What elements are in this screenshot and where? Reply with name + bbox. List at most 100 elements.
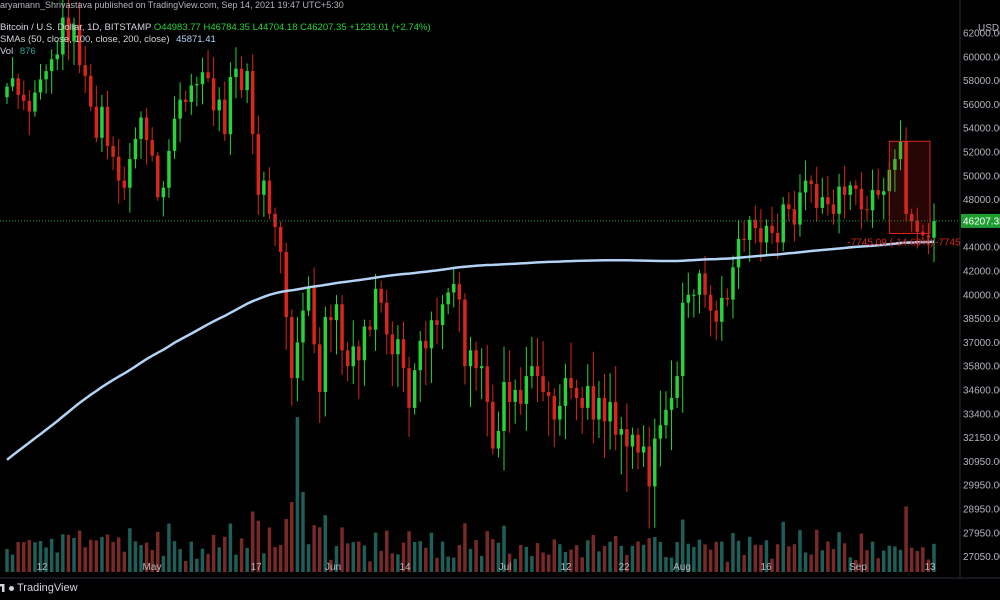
volume-bar	[692, 546, 696, 572]
volume-bar	[870, 541, 875, 572]
volume-bar	[390, 553, 395, 572]
candle-body	[820, 197, 825, 208]
volume-bar	[429, 532, 434, 572]
candle-body	[368, 326, 372, 330]
volume-bar	[485, 531, 489, 572]
volume-bar	[798, 530, 802, 572]
volume-bar	[407, 531, 411, 572]
currency-label: USD	[978, 23, 999, 34]
candle-body	[530, 366, 534, 377]
time-tick-label: 12	[560, 562, 572, 573]
candle-body	[66, 17, 71, 42]
candle-body	[809, 180, 813, 185]
volume-bar	[669, 557, 674, 572]
volume-bar	[552, 539, 556, 572]
candle-body	[479, 366, 484, 369]
volume-bar	[161, 555, 166, 572]
volume-bar	[675, 542, 679, 572]
candle-body	[753, 219, 758, 229]
candle-body	[932, 220, 936, 238]
candle-body	[295, 342, 300, 379]
volume-bar	[468, 548, 473, 572]
candle-body	[513, 390, 517, 402]
volume-bar	[591, 534, 596, 572]
volume-bar	[882, 550, 886, 572]
volume-bar	[357, 541, 361, 572]
candle-body	[306, 287, 311, 311]
last-price-tag	[961, 213, 1000, 228]
candle-body	[435, 320, 439, 325]
volume-bar	[686, 543, 691, 572]
volume-bar	[708, 549, 713, 572]
candle-body	[379, 288, 383, 303]
candle-body	[189, 85, 194, 103]
volume-bar	[865, 550, 869, 572]
volume-bar	[820, 550, 825, 572]
volume-bar	[167, 523, 171, 572]
price-tick-label: 37000.00	[963, 338, 1000, 349]
volume-bar	[273, 547, 277, 572]
volume-bar	[301, 492, 305, 572]
volume-bar	[630, 545, 635, 572]
volume-bar	[412, 541, 417, 572]
candle-body	[83, 65, 87, 76]
volume-bar	[317, 527, 322, 572]
tradingview-logo-icon	[0, 584, 5, 592]
candle-body	[613, 401, 618, 435]
measure-box	[888, 140, 931, 235]
tradingview-logo-dot	[9, 585, 14, 591]
candle-body	[228, 77, 233, 135]
candle-body	[27, 100, 32, 112]
candle-body	[317, 344, 322, 392]
candle-body	[697, 273, 702, 295]
candle-body	[787, 204, 791, 210]
candle-body	[161, 187, 166, 198]
candle-body	[301, 310, 305, 343]
candle-body	[245, 71, 249, 91]
candle-body	[183, 99, 188, 103]
symbol-name: Bitcoin / U.S. Dollar, 1D, BITSTAMP	[0, 22, 152, 33]
candle-body	[468, 350, 473, 367]
candle-body	[775, 232, 780, 243]
sma-legend[interactable]: SMAs (50, close, 100, close, 200, close)…	[0, 34, 216, 45]
volume-bar	[452, 557, 456, 572]
volume-bar	[647, 538, 651, 572]
volume-bar	[139, 544, 143, 572]
candle-body	[926, 235, 931, 238]
candle-body	[854, 185, 858, 189]
candle-body	[686, 294, 691, 303]
candle-body	[731, 267, 735, 300]
candle-body	[502, 382, 506, 431]
candle-body	[407, 368, 411, 408]
candle-body	[373, 288, 378, 330]
volume-bar	[915, 551, 919, 572]
volume-bar	[245, 547, 249, 572]
candle-body	[16, 78, 20, 95]
candle-body	[669, 397, 674, 410]
volume-bar	[128, 528, 132, 572]
volume-bar	[223, 536, 227, 572]
volume-bar	[602, 546, 607, 572]
time-tick-label: 14	[399, 562, 411, 573]
candle-body	[563, 378, 568, 406]
candle-body	[22, 94, 26, 101]
volume-bar	[195, 558, 199, 572]
volume-bar	[22, 542, 26, 572]
price-tick-label: 40000.00	[963, 290, 1000, 301]
volume-bar	[787, 546, 791, 572]
candle-body	[524, 376, 529, 404]
volume-bar	[586, 540, 590, 572]
candle-body	[870, 190, 875, 211]
volume-bar	[496, 542, 501, 572]
candle-body	[909, 213, 914, 222]
volume-bar	[278, 544, 283, 572]
candle-body	[49, 59, 54, 72]
volume-bar	[290, 502, 294, 572]
tradingview-logo[interactable]: TradingView	[0, 582, 78, 594]
volume-bar	[100, 536, 104, 572]
candle-body	[128, 159, 132, 188]
candle-body	[167, 150, 171, 188]
volume-legend[interactable]: Vol 876	[0, 46, 36, 57]
time-tick-label: Jun	[325, 562, 341, 573]
